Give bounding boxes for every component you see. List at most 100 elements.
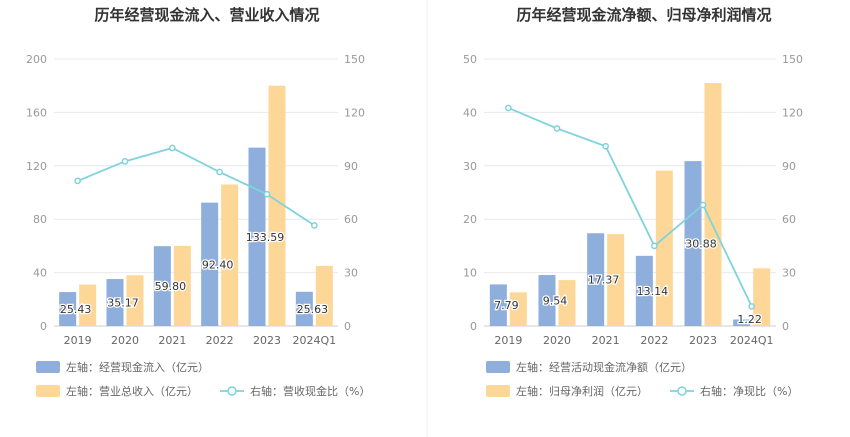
right-axis-tick: 60 [344, 213, 358, 226]
ratio-point [602, 142, 610, 150]
bar-primary [201, 202, 219, 326]
x-axis-tick: 2021 [592, 334, 620, 347]
right-axis-tick: 0 [344, 320, 351, 333]
left-axis-tick: 50 [463, 53, 477, 66]
bar-primary [538, 275, 556, 326]
bar-data-label: 35.17 [107, 297, 139, 310]
ratio-point [216, 168, 224, 176]
x-axis-tick: 2024Q1 [293, 334, 337, 347]
right-axis-tick: 150 [782, 53, 803, 66]
right-axis-tick: 30 [782, 267, 796, 280]
bar-secondary [655, 170, 673, 326]
bar-data-label: 59.80 [155, 280, 187, 293]
ratio-point [263, 190, 271, 198]
bar-data-label: 25.63 [297, 303, 329, 316]
left-axis-tick: 0 [40, 320, 47, 333]
ratio-point [553, 125, 561, 132]
x-axis-tick: 2022 [206, 334, 234, 347]
bar-secondary [315, 265, 333, 326]
legend-label: 左轴：营业总收入（亿元） [66, 384, 198, 398]
chart-panel-2: 历年经营现金流净额、归母净利润情况 0 10 20 30 40 50 0 30 60 90 120 15… [463, 6, 803, 398]
ratio-line [77, 147, 315, 227]
bar-data-label: 25.43 [60, 303, 92, 316]
ratio-line [507, 107, 753, 307]
legend-label: 左轴：经营现金流入（亿元） [66, 360, 209, 374]
x-axis-tick: 2023 [689, 334, 717, 347]
bar-data-label: 13.14 [637, 285, 669, 298]
legend-swatch-primary[interactable] [486, 361, 510, 373]
bar-primary [489, 284, 507, 326]
left-axis-tick: 20 [463, 213, 477, 226]
bar-secondary [509, 292, 527, 326]
chart-title: 历年经营现金流净额、归母净利润情况 [516, 6, 771, 24]
ratio-point [121, 158, 129, 165]
right-axis-tick: 90 [344, 160, 358, 173]
bar-data-label: 1.22 [737, 313, 762, 326]
legend-line-marker [677, 386, 687, 396]
right-axis-tick: 90 [782, 160, 796, 173]
bar-secondary [221, 184, 239, 326]
legend-swatch-secondary[interactable] [36, 385, 60, 397]
bar-secondary [558, 280, 576, 326]
legend-label: 左轴：归母净利润（亿元） [516, 384, 648, 398]
x-axis-tick: 2020 [111, 334, 139, 347]
bar-data-label: 7.79 [494, 299, 519, 312]
bar-primary [153, 246, 171, 326]
legend-label: 右轴：净现比（%） [700, 384, 798, 398]
left-axis-tick: 40 [463, 106, 477, 119]
bar-secondary [173, 245, 191, 326]
bar-data-label: 133.59 [246, 231, 285, 244]
left-axis-tick: 80 [33, 213, 47, 226]
x-axis-tick: 2024Q1 [730, 334, 774, 347]
x-axis-tick: 2019 [64, 334, 92, 347]
left-axis-tick: 40 [33, 267, 47, 280]
left-axis-tick: 10 [463, 267, 477, 280]
bar-secondary [79, 284, 97, 326]
bar-secondary [268, 85, 286, 326]
bar-data-label: 17.37 [588, 274, 620, 287]
ratio-point [650, 242, 658, 250]
chart-panel-1: 历年经营现金流入、营业收入情况 0 40 80 120 160 200 0 30 60 90 120 1… [26, 6, 370, 398]
bar-primary [59, 292, 77, 326]
legend-label: 右轴：营收现金比（%） [250, 384, 370, 398]
legend-label: 左轴：经营活动现金流净额（亿元） [516, 360, 692, 374]
right-axis-tick: 30 [344, 267, 358, 280]
right-axis-tick: 120 [344, 106, 365, 119]
right-axis-tick: 150 [344, 53, 365, 66]
x-axis-tick: 2021 [158, 334, 186, 347]
x-axis-tick: 2019 [494, 334, 522, 347]
ratio-point [310, 222, 318, 229]
bar-secondary [704, 83, 722, 326]
bar-primary [684, 161, 702, 326]
legend-line-marker [227, 386, 237, 396]
bar-secondary [607, 234, 625, 326]
ratio-point [504, 104, 512, 112]
ratio-point [699, 201, 707, 209]
x-axis-tick: 2023 [253, 334, 281, 347]
left-axis-tick: 120 [26, 160, 47, 173]
bar-secondary [753, 268, 771, 326]
right-axis-tick: 60 [782, 213, 796, 226]
chart-title: 历年经营现金流入、营业收入情况 [94, 6, 319, 24]
left-axis-tick: 160 [26, 106, 47, 119]
x-axis-tick: 2022 [640, 334, 668, 347]
ratio-point [168, 144, 176, 152]
right-axis-tick: 0 [782, 320, 789, 333]
bar-primary [635, 255, 653, 326]
ratio-point [74, 177, 82, 185]
bar-data-label: 92.40 [202, 258, 234, 271]
legend-swatch-primary[interactable] [36, 361, 60, 373]
left-axis-tick: 200 [26, 53, 47, 66]
legend-swatch-secondary[interactable] [486, 385, 510, 397]
bar-primary [587, 233, 605, 326]
right-axis-tick: 120 [782, 106, 803, 119]
bar-data-label: 9.54 [543, 295, 568, 308]
bar-data-label: 30.88 [685, 238, 717, 251]
x-axis-tick: 2020 [543, 334, 571, 347]
left-axis-tick: 30 [463, 160, 477, 173]
left-axis-tick: 0 [470, 320, 477, 333]
bar-secondary [126, 275, 144, 326]
bar-primary [733, 319, 751, 326]
bar-primary [295, 291, 313, 326]
ratio-point [748, 303, 756, 310]
